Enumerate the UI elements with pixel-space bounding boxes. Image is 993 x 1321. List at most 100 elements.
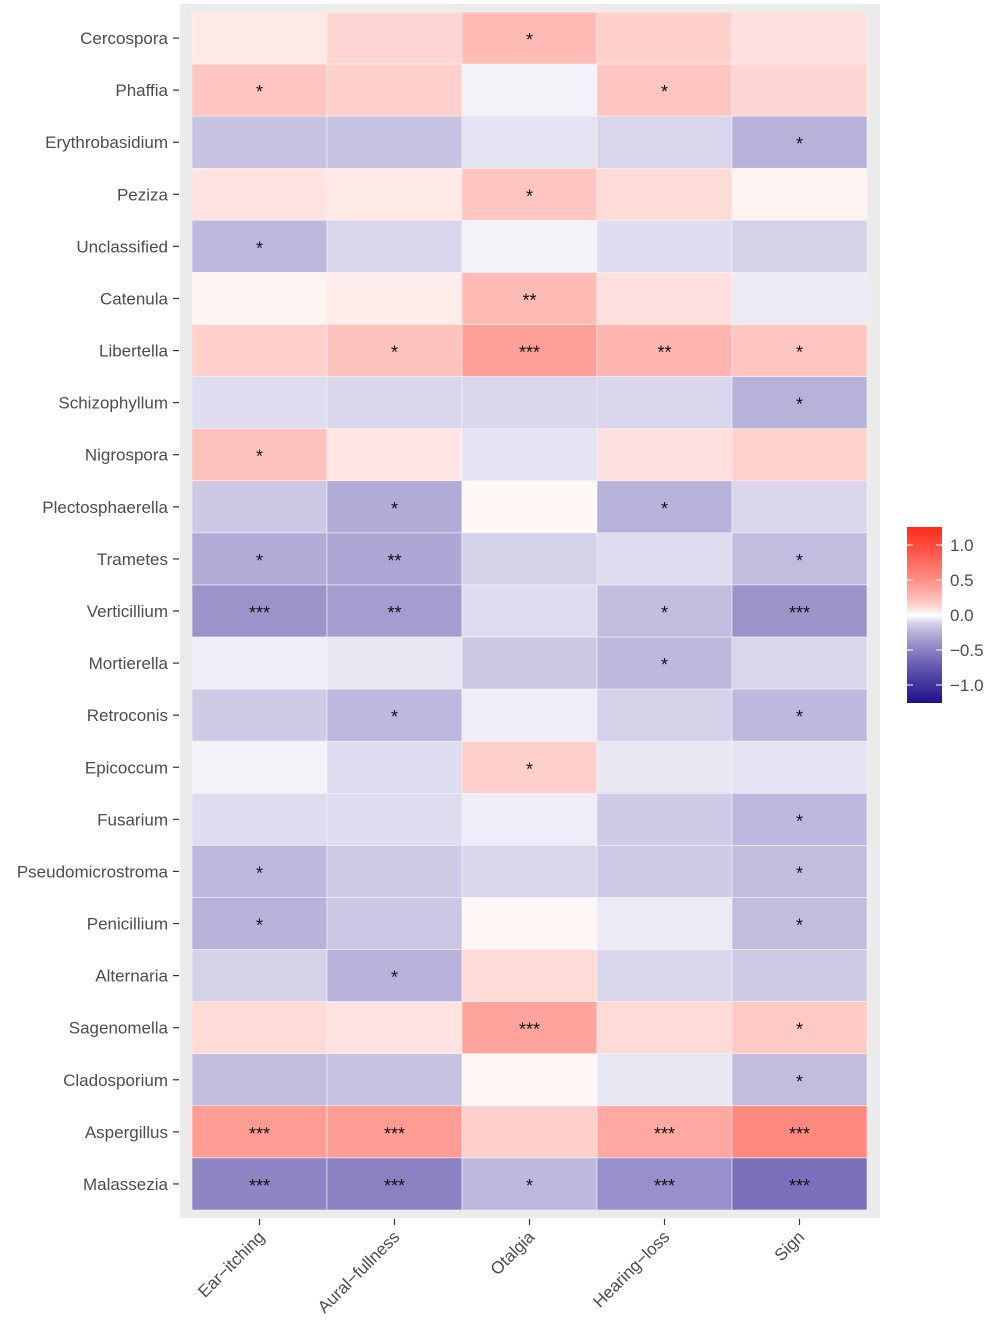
y-tick-label: Malassezia (83, 1175, 169, 1194)
heatmap-cell (191, 584, 328, 638)
heatmap-cell (326, 584, 463, 638)
significance-label: ** (657, 343, 671, 363)
heatmap-cell (191, 11, 328, 65)
legend-tick-label: −0.5 (950, 641, 984, 660)
heatmap-cell (596, 220, 733, 273)
heatmap-cell (326, 1157, 463, 1211)
heatmap-cell (731, 428, 868, 482)
heatmap-cell (191, 740, 328, 794)
heatmap-cell (731, 115, 868, 169)
y-tick-label: Peziza (117, 185, 169, 204)
heatmap-cell (731, 376, 868, 429)
heatmap-cell (731, 845, 868, 898)
y-tick-label: Cercospora (80, 29, 168, 48)
y-tick-label: Aspergillus (85, 1123, 168, 1142)
x-tick-label: Otalgia (487, 1227, 539, 1279)
heatmap-cell (461, 793, 598, 846)
heatmap-cell (596, 11, 733, 65)
y-tick-label: Erythrobasidium (45, 133, 168, 152)
significance-label: * (256, 238, 263, 258)
heatmap-cell (731, 688, 868, 742)
heatmap-cell (596, 272, 733, 325)
heatmap-cell (326, 428, 463, 482)
y-tick-label: Fusarium (97, 810, 168, 829)
heatmap-cell (461, 63, 598, 117)
significance-label: * (526, 759, 533, 779)
heatmap-cell (326, 845, 463, 898)
legend-tick-label: 1.0 (950, 536, 974, 555)
significance-label: * (661, 603, 668, 623)
significance-label: * (256, 551, 263, 571)
heatmap-cell (461, 11, 598, 65)
significance-label: *** (654, 1176, 675, 1196)
significance-label: * (391, 343, 398, 363)
y-tick-label: Phaffia (115, 81, 168, 100)
significance-label: * (526, 1176, 533, 1196)
heatmap-cell (596, 480, 733, 534)
significance-label: * (391, 968, 398, 988)
significance-label: *** (519, 343, 540, 363)
significance-label: *** (249, 603, 270, 623)
significance-label: * (661, 82, 668, 102)
heatmap-cell (326, 63, 463, 117)
heatmap-cell (461, 272, 598, 325)
significance-label: *** (789, 1176, 810, 1196)
significance-label: *** (789, 1124, 810, 1144)
heatmap-cell (191, 428, 328, 482)
heatmap-cell (326, 11, 463, 65)
heatmap-cell (191, 897, 328, 950)
heatmap-cell (596, 63, 733, 117)
heatmap-cell (191, 1053, 328, 1107)
significance-label: * (796, 1072, 803, 1092)
y-tick-label: Schizophyllum (58, 394, 168, 413)
x-axis-labels: Ear−itching Aural−fullness Otalgia Hearing−… (194, 1219, 808, 1317)
heatmap-cell (596, 428, 733, 482)
heatmap-cell (461, 897, 598, 950)
significance-label: * (796, 863, 803, 883)
heatmap-cell (596, 845, 733, 898)
heatmap-cell (731, 11, 868, 65)
significance-label: * (526, 30, 533, 50)
heatmap-cell (461, 1001, 598, 1055)
significance-label: * (796, 811, 803, 831)
heatmap-cell (731, 63, 868, 117)
significance-label: *** (249, 1176, 270, 1196)
y-tick-label: Cladosporium (63, 1071, 168, 1090)
heatmap-cell (596, 324, 733, 377)
color-legend: 1.0 0.5 0.0 −0.5 −1.0 (907, 527, 984, 703)
heatmap-cell (731, 480, 868, 534)
heatmap-cell (326, 324, 463, 377)
heatmap-cell (461, 1157, 598, 1211)
heatmap-cell (461, 845, 598, 898)
legend-tick-label: −1.0 (950, 676, 984, 695)
heatmap-cell (731, 636, 868, 690)
y-tick-label: Alternaria (95, 967, 168, 986)
x-tick-label: Hearing−loss (589, 1227, 673, 1311)
y-tick-label: Trametes (97, 550, 168, 569)
x-tick-label: Sign (771, 1227, 808, 1264)
y-tick-label: Plectosphaerella (42, 498, 168, 517)
y-tick-label: Catenula (100, 289, 169, 308)
significance-label: * (256, 82, 263, 102)
heatmap-tiles: ** ******* *** ** **** ** ** **** ** * ***** **** **… (191, 11, 868, 1211)
heatmap-cell (596, 376, 733, 429)
heatmap-cell (326, 272, 463, 325)
significance-label: *** (384, 1176, 405, 1196)
y-tick-label: Libertella (99, 342, 169, 361)
heatmap-cell (191, 272, 328, 325)
heatmap-cell (326, 115, 463, 169)
heatmap-cell (461, 688, 598, 742)
heatmap-cell (191, 63, 328, 117)
y-tick-label: Epicoccum (85, 758, 168, 777)
y-tick-label: Unclassified (76, 237, 168, 256)
heatmap-cell (731, 272, 868, 325)
heatmap-cell (191, 949, 328, 1002)
heatmap-cell (596, 1001, 733, 1055)
heatmap-cell (731, 1157, 868, 1211)
heatmap-cell (326, 1001, 463, 1055)
heatmap-cell (731, 167, 868, 221)
y-tick-label: Nigrospora (85, 446, 169, 465)
significance-label: * (796, 551, 803, 571)
heatmap-cell (731, 1105, 868, 1159)
heatmap-cell (596, 584, 733, 638)
